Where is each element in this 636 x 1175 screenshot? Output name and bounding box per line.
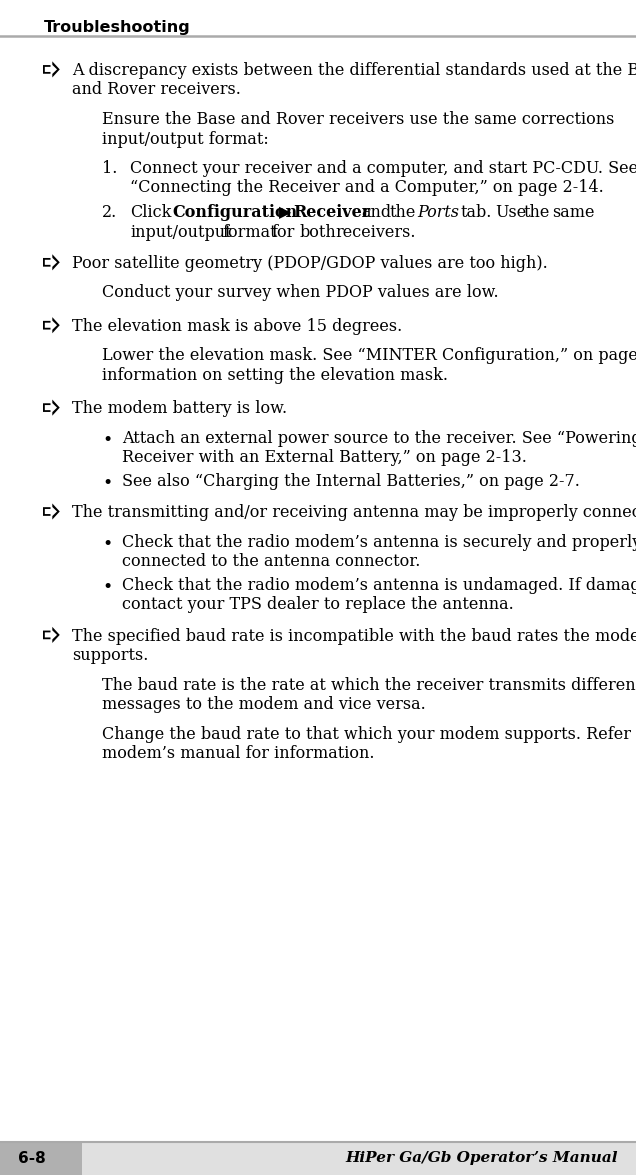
- Text: input/output format:: input/output format:: [102, 130, 269, 148]
- Text: The transmitting and/or receiving antenna may be improperly connected.: The transmitting and/or receiving antenn…: [72, 504, 636, 521]
- Text: Conduct your survey when PDOP values are low.: Conduct your survey when PDOP values are…: [102, 284, 499, 302]
- Text: messages to the modem and vice versa.: messages to the modem and vice versa.: [102, 696, 425, 713]
- Text: See also “Charging the Internal Batteries,” on page 2-7.: See also “Charging the Internal Batterie…: [122, 472, 580, 490]
- Text: 2.: 2.: [102, 204, 117, 221]
- Text: Change the baud rate to that which your modem supports. Refer to the: Change the baud rate to that which your …: [102, 725, 636, 743]
- Text: Receiver with an External Battery,” on page 2-13.: Receiver with an External Battery,” on p…: [122, 449, 527, 466]
- Text: the: the: [524, 204, 550, 221]
- Text: “Connecting the Receiver and a Computer,” on page 2-14.: “Connecting the Receiver and a Computer,…: [130, 180, 604, 196]
- Text: for: for: [272, 223, 295, 241]
- Text: Configuration: Configuration: [172, 204, 298, 221]
- Text: Poor satellite geometry (PDOP/GDOP values are too high).: Poor satellite geometry (PDOP/GDOP value…: [72, 255, 548, 271]
- Text: modem’s manual for information.: modem’s manual for information.: [102, 745, 375, 763]
- Text: Use: Use: [495, 204, 527, 221]
- Text: and Rover receivers.: and Rover receivers.: [72, 81, 241, 99]
- Text: Lower the elevation mask. See “MINTER Configuration,” on page 3-17 for: Lower the elevation mask. See “MINTER Co…: [102, 348, 636, 364]
- Text: format: format: [222, 223, 277, 241]
- Text: Attach an external power source to the receiver. See “Powering the: Attach an external power source to the r…: [122, 430, 636, 446]
- Text: The baud rate is the rate at which the receiver transmits differential: The baud rate is the rate at which the r…: [102, 677, 636, 693]
- Text: and: and: [361, 204, 391, 221]
- Text: A discrepancy exists between the differential standards used at the Base: A discrepancy exists between the differe…: [72, 62, 636, 79]
- Text: Click: Click: [130, 204, 171, 221]
- Text: •: •: [102, 578, 112, 596]
- Text: supports.: supports.: [72, 647, 148, 664]
- Text: information on setting the elevation mask.: information on setting the elevation mas…: [102, 367, 448, 384]
- Text: Check that the radio modem’s antenna is securely and properly: Check that the radio modem’s antenna is …: [122, 533, 636, 551]
- Bar: [0, 1141, 82, 1175]
- Text: contact your TPS dealer to replace the antenna.: contact your TPS dealer to replace the a…: [122, 596, 514, 613]
- Polygon shape: [43, 317, 60, 334]
- Polygon shape: [45, 629, 57, 642]
- Text: both: both: [300, 223, 336, 241]
- Text: Ports: Ports: [418, 204, 460, 221]
- Text: Receiver: Receiver: [293, 204, 370, 221]
- Text: Ensure the Base and Rover receivers use the same corrections: Ensure the Base and Rover receivers use …: [102, 110, 614, 128]
- Text: Check that the radio modem’s antenna is undamaged. If damaged,: Check that the radio modem’s antenna is …: [122, 577, 636, 593]
- Text: The modem battery is low.: The modem battery is low.: [72, 401, 287, 417]
- Text: connected to the antenna connector.: connected to the antenna connector.: [122, 553, 420, 570]
- Text: The specified baud rate is incompatible with the baud rates the modem: The specified baud rate is incompatible …: [72, 627, 636, 645]
- Text: ▶: ▶: [279, 204, 291, 221]
- Text: input/output: input/output: [130, 223, 232, 241]
- Text: The elevation mask is above 15 degrees.: The elevation mask is above 15 degrees.: [72, 317, 402, 335]
- Polygon shape: [43, 61, 60, 78]
- Polygon shape: [43, 626, 60, 643]
- Text: Troubleshooting: Troubleshooting: [44, 20, 191, 35]
- Polygon shape: [45, 256, 57, 269]
- Polygon shape: [45, 402, 57, 414]
- Polygon shape: [45, 318, 57, 331]
- Text: •: •: [102, 431, 112, 449]
- Text: Connect your receiver and a computer, and start PC-CDU. See: Connect your receiver and a computer, an…: [130, 160, 636, 177]
- Text: 1.: 1.: [102, 160, 118, 177]
- Polygon shape: [45, 505, 57, 518]
- Text: •: •: [102, 535, 112, 552]
- Text: receivers.: receivers.: [335, 223, 415, 241]
- Text: tab.: tab.: [460, 204, 492, 221]
- Text: HiPer Ga/Gb Operator’s Manual: HiPer Ga/Gb Operator’s Manual: [345, 1152, 618, 1166]
- Polygon shape: [45, 63, 57, 75]
- Polygon shape: [43, 503, 60, 519]
- Text: •: •: [102, 474, 112, 491]
- Text: same: same: [552, 204, 595, 221]
- Text: 6-8: 6-8: [18, 1150, 46, 1166]
- Polygon shape: [43, 254, 60, 270]
- Text: the: the: [389, 204, 416, 221]
- Polygon shape: [43, 400, 60, 416]
- Bar: [82, 1141, 636, 1175]
